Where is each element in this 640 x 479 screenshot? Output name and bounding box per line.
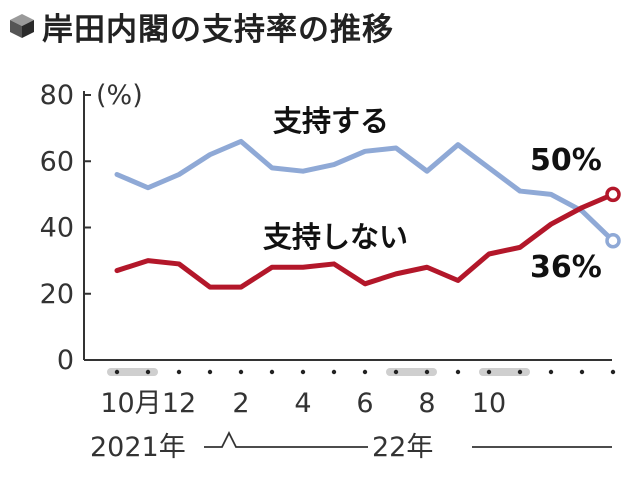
month-dot <box>207 369 213 375</box>
month-dot <box>548 369 554 375</box>
chart-title: 岸田内閣の支持率の推移 <box>42 11 394 48</box>
month-dot <box>362 369 368 375</box>
month-dot <box>176 369 182 375</box>
chart-title-area: 岸田内閣の支持率の推移 <box>8 4 394 48</box>
series-name-label: 支持しない <box>263 220 408 254</box>
month-highlight-pill <box>386 368 437 376</box>
x-tick-label: 8 <box>418 388 435 419</box>
month-dot <box>331 369 337 375</box>
month-dot <box>517 369 523 375</box>
x-tick-label: 2 <box>232 388 249 419</box>
x-tick-label: 12 <box>162 388 196 419</box>
series-end-marker <box>605 186 621 203</box>
month-dot <box>455 369 461 375</box>
end-value-label: 50% <box>530 143 602 178</box>
year-divider-line <box>204 430 368 448</box>
x-tick-label: 10月 <box>100 388 161 419</box>
month-dot <box>114 369 120 375</box>
y-tick-label: 80 <box>40 80 74 111</box>
y-tick-label: 40 <box>40 213 74 244</box>
x-tick-label: 10 <box>472 388 506 419</box>
y-tick-label: 20 <box>40 279 74 310</box>
month-dot <box>424 369 430 375</box>
year-label-2022: 22年 <box>372 432 433 463</box>
month-dot <box>145 369 151 375</box>
series-name-label: 支持する <box>273 104 389 138</box>
cube-icon <box>10 14 34 38</box>
month-dot <box>300 369 306 375</box>
month-highlight-pill <box>107 368 158 376</box>
month-dot <box>238 369 244 375</box>
month-dot <box>486 369 492 375</box>
x-tick-label: 6 <box>356 388 373 419</box>
year-label-2021: 2021年 <box>90 432 186 463</box>
series-line-2 <box>114 191 616 290</box>
month-dot <box>610 369 616 375</box>
month-dot <box>393 369 399 375</box>
series-end-marker <box>605 233 621 249</box>
y-tick-label: 0 <box>57 345 74 376</box>
x-tick-label: 4 <box>294 388 311 419</box>
y-tick-label: 60 <box>40 146 74 177</box>
y-unit-label: (%) <box>96 80 143 111</box>
month-dot <box>269 369 275 375</box>
series-line-1 <box>114 138 616 244</box>
end-value-label: 36% <box>530 250 602 285</box>
month-dot <box>579 369 585 375</box>
month-highlight-pill <box>479 368 530 376</box>
